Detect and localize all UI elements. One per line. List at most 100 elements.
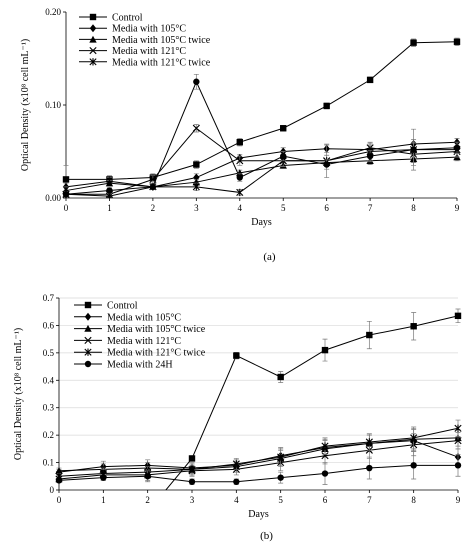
- figure-caption: (a): [263, 251, 276, 263]
- x-tick-label: 1: [107, 203, 112, 213]
- y-tick-label: 0.20: [45, 7, 61, 17]
- data-point: [277, 453, 285, 461]
- x-tick-label: 0: [57, 495, 62, 505]
- legend-marker: [89, 24, 97, 33]
- data-point: [366, 152, 374, 160]
- series-line: [66, 41, 458, 180]
- x-tick-label: 8: [411, 203, 416, 213]
- data-point: [366, 76, 374, 84]
- x-tick-label: 2: [151, 203, 156, 213]
- legend-label: Media with 24H: [107, 360, 173, 371]
- x-tick-label: 5: [278, 495, 283, 505]
- data-point: [321, 452, 329, 460]
- series-circle: [62, 73, 461, 198]
- x-tick-label: 6: [323, 495, 328, 505]
- data-point: [323, 161, 330, 168]
- data-point: [453, 38, 461, 45]
- series-diamond: [62, 138, 461, 191]
- legend-marker: [84, 301, 92, 309]
- x-tick-label: 4: [238, 203, 243, 213]
- data-point: [280, 125, 287, 132]
- data-point: [55, 467, 63, 474]
- data-point: [366, 464, 373, 472]
- plot-area: [62, 37, 461, 198]
- legend-marker: [84, 336, 92, 344]
- data-point: [192, 124, 200, 132]
- data-point: [100, 474, 107, 481]
- x-tick-label: 8: [411, 495, 416, 505]
- data-point: [192, 183, 200, 191]
- data-point: [321, 470, 329, 477]
- data-point: [105, 179, 114, 187]
- legend-marker: [84, 360, 92, 368]
- legend-label: Media with 121°C: [112, 46, 186, 57]
- data-point: [410, 434, 418, 442]
- series-line: [58, 437, 459, 472]
- y-tick-label: 0: [50, 485, 55, 495]
- y-axis-label: Optical Density (x10⁸ cell mL⁻¹): [20, 39, 31, 171]
- data-point: [366, 331, 373, 339]
- data-point: [236, 157, 244, 165]
- data-point: [236, 188, 244, 197]
- data-point: [233, 478, 240, 485]
- x-tick-label: 1: [101, 495, 106, 505]
- x-tick-label: 0: [64, 203, 69, 213]
- y-tick-label: 0.00: [45, 193, 61, 203]
- data-point: [277, 373, 284, 381]
- data-point: [454, 462, 462, 469]
- series-line: [165, 315, 459, 490]
- legend-label: Media with 105°C: [107, 312, 181, 323]
- y-tick-label: 0.1: [43, 458, 54, 468]
- data-point: [321, 442, 329, 450]
- data-point: [410, 462, 417, 469]
- data-point: [62, 176, 70, 183]
- y-tick-label: 0.3: [43, 403, 55, 413]
- data-point: [280, 152, 287, 160]
- data-point: [232, 460, 240, 468]
- data-point: [453, 144, 461, 151]
- x-tick-label: 3: [190, 495, 195, 505]
- x-tick-label: 9: [455, 203, 460, 213]
- series-x: [55, 432, 462, 483]
- plot-area: [55, 308, 462, 490]
- legend-label: Control: [107, 301, 138, 312]
- series-line: [65, 141, 458, 188]
- legend-label: Media with 105°C: [112, 24, 186, 35]
- series-line: [58, 427, 459, 477]
- legend-label: Media with 121°C: [107, 336, 181, 347]
- legend-label: Media with 105°C twice: [112, 35, 211, 46]
- y-tick-label: 0.10: [45, 100, 61, 110]
- figure-caption: (b): [260, 530, 273, 542]
- x-tick-label: 7: [368, 203, 373, 213]
- legend-label: Media with 105°C twice: [107, 324, 206, 335]
- data-point: [62, 191, 70, 198]
- legend-marker: [84, 324, 92, 332]
- y-axis-label-text: Optical Density: [20, 106, 31, 172]
- series-line: [65, 149, 457, 197]
- chart-a: 0.00 0.10 0.20 0 1 2 3 4 5 6 7 8 9 Days Optical Densit…: [20, 7, 461, 263]
- data-point: [233, 352, 240, 359]
- x-tick-label: 7: [367, 495, 372, 505]
- data-point: [321, 346, 329, 354]
- legend-marker: [84, 348, 92, 356]
- series-circle: [55, 451, 462, 485]
- data-point: [192, 178, 201, 186]
- series-line: [58, 464, 458, 483]
- y-tick-label: 0.5: [43, 348, 55, 358]
- series-line: [65, 80, 458, 195]
- y-tick-label: 0.2: [43, 430, 54, 440]
- series-triangle: [62, 153, 461, 195]
- y-axis-label-unit: (x10⁸ cell mL⁻¹): [20, 39, 31, 106]
- data-point: [454, 312, 462, 320]
- legend-label: Media with 121°C twice: [112, 57, 211, 68]
- data-point: [365, 438, 373, 446]
- legend-label: Media with 121°C twice: [107, 348, 206, 359]
- data-point: [236, 174, 243, 181]
- y-axis-label-unit: (x10⁸ cell mL⁻¹): [13, 328, 24, 395]
- x-tick-label: 5: [281, 203, 286, 213]
- x-tick-label: 9: [456, 495, 461, 505]
- series-line: [58, 440, 459, 473]
- data-point: [193, 161, 200, 168]
- series-asterisk: [55, 419, 462, 480]
